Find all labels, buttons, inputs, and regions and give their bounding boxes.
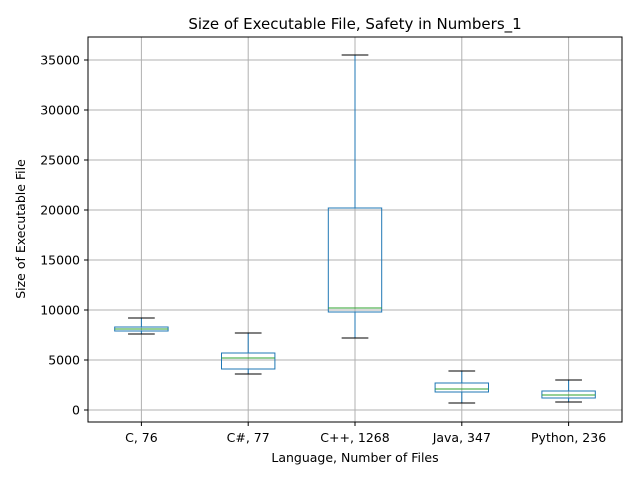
box-group <box>114 317 169 335</box>
y-tick-label: 30000 <box>40 103 80 118</box>
box-iqr <box>327 207 383 313</box>
x-axis: C, 76 C#, 77 C++, 1268 Java, 347 Python, 236 <box>125 422 606 445</box>
y-axis: 0 5000 10000 15000 20000 25000 30000 35000 <box>40 53 88 418</box>
y-tick-label: 0 <box>72 403 80 418</box>
box-group <box>541 379 596 403</box>
y-tick-label: 35000 <box>40 53 80 68</box>
box-group <box>434 370 490 404</box>
x-tick-label: Python, 236 <box>531 430 606 445</box>
y-axis-title: Size of Executable File <box>13 159 28 299</box>
x-tick-label: C++, 1268 <box>320 430 389 445</box>
y-tick-label: 25000 <box>40 153 80 168</box>
x-axis-title: Language, Number of Files <box>271 450 438 465</box>
boxes-layer <box>114 54 596 404</box>
x-tick-label: Java, 347 <box>432 430 491 445</box>
y-tick-label: 15000 <box>40 253 80 268</box>
box-group <box>221 332 276 375</box>
box-iqr <box>221 352 276 370</box>
x-tick-label: C#, 77 <box>227 430 270 445</box>
box-iqr <box>434 382 490 393</box>
box-group <box>327 54 383 339</box>
y-tick-label: 10000 <box>40 303 80 318</box>
chart-title: Size of Executable File, Safety in Numbe… <box>188 15 521 34</box>
x-tick-label: C, 76 <box>125 430 158 445</box>
y-tick-label: 20000 <box>40 203 80 218</box>
y-tick-label: 5000 <box>48 353 80 368</box>
